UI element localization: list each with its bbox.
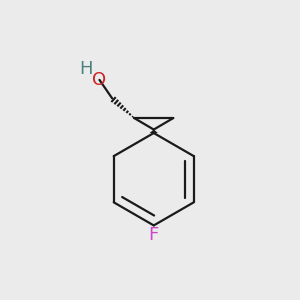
Text: O: O [92,71,106,89]
Polygon shape [150,130,158,133]
Text: H: H [79,61,92,79]
Text: F: F [148,226,159,244]
